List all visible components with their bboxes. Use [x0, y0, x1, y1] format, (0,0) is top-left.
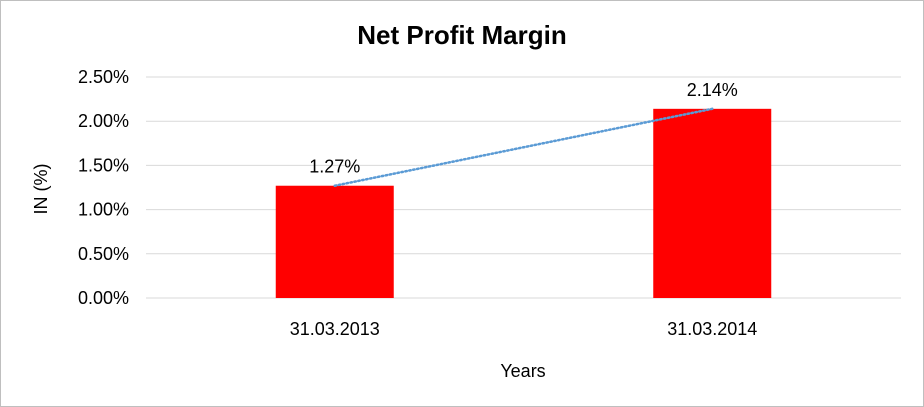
data-label: 1.27%: [309, 157, 360, 177]
y-tick-label: 1.00%: [78, 200, 129, 220]
y-tick-label: 0.50%: [78, 244, 129, 264]
y-tick-label: 0.00%: [78, 288, 129, 308]
x-axis-title: Years: [500, 361, 545, 381]
chart-title: Net Profit Margin: [357, 20, 566, 50]
bars: [275, 108, 772, 298]
bar: [653, 108, 772, 298]
y-tick-label: 2.00%: [78, 111, 129, 131]
trendline-group: [333, 107, 714, 187]
y-axis-ticks: 0.00% 0.50% 1.00% 1.50% 2.00% 2.50%: [78, 67, 129, 308]
trendline: [333, 107, 714, 187]
bar: [275, 185, 394, 298]
x-tick-label: 31.03.2014: [667, 319, 757, 339]
data-labels: 1.27% 2.14%: [309, 80, 738, 177]
x-tick-label: 31.03.2013: [290, 319, 380, 339]
y-tick-label: 1.50%: [78, 155, 129, 175]
data-label: 2.14%: [687, 80, 738, 100]
x-axis-ticks: 31.03.2013 31.03.2014: [290, 319, 758, 339]
y-tick-label: 2.50%: [78, 67, 129, 87]
gridlines: [146, 76, 901, 299]
y-axis-title: IN (%): [31, 164, 51, 215]
